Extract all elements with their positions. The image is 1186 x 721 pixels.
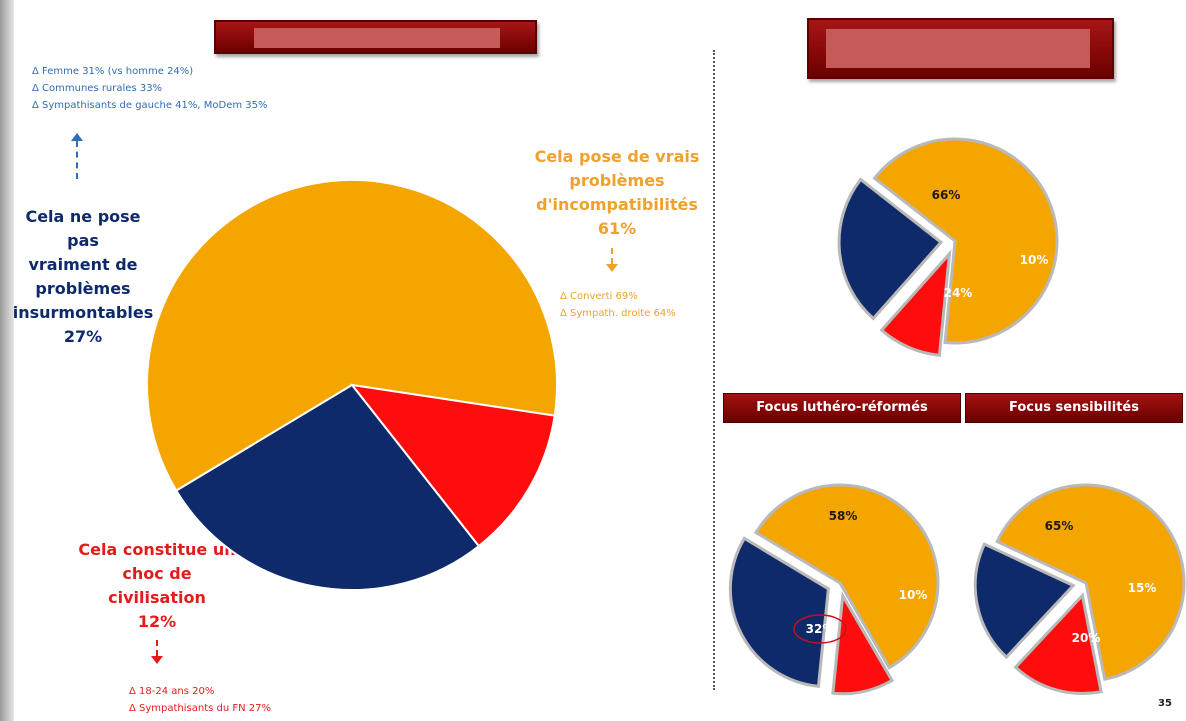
annotation-line: Δ Communes rurales 33%: [32, 83, 163, 94]
dashed-arrow-line: [156, 640, 158, 656]
pie4-value-label: 15%: [1128, 581, 1157, 595]
left-title-banner: [214, 20, 537, 54]
pie3-value-label: 32%: [806, 622, 835, 636]
pie4-value-label: 65%: [1045, 519, 1074, 533]
annotation-orange-segment: Δ Converti 69% Δ Sympath. droite 64%: [560, 291, 676, 319]
annotation-line: Δ Sympathisants de gauche 41%, MoDem 35%: [32, 100, 268, 111]
label-orange-segment: Cela pose de vrais problèmes d'incompati…: [534, 147, 700, 238]
pie1-segment-navy: [174, 383, 481, 591]
pie4-value-label: 20%: [1072, 631, 1101, 645]
page-number: 35: [1158, 698, 1172, 709]
tab-focus-lutheran: Focus luthéro-réformés: [723, 393, 961, 423]
pie3-value-label: 10%: [899, 588, 928, 602]
pie3-segment-orange: [753, 483, 940, 670]
pie1-segment-red: [349, 383, 556, 548]
pie2-segment-orange: [872, 137, 1059, 345]
pie3-segment-red: [831, 590, 895, 696]
pie2-value-label: 10%: [1020, 253, 1049, 267]
dashed-arrow-line: [611, 248, 613, 264]
pie4-segment-red: [1013, 592, 1103, 695]
pie2-segment-red: [879, 249, 952, 357]
pie3-segment-navy: [728, 536, 830, 688]
pie2-value-label: 66%: [932, 188, 961, 202]
arrow-up-icon: [71, 133, 83, 141]
pie3-highlight-circle: [793, 614, 847, 644]
tab-focus-sensibilites: Focus sensibilités: [965, 393, 1183, 423]
label-navy-segment: Cela ne pose pas vraiment de problèmes i…: [12, 207, 154, 346]
right-title-banner: [807, 18, 1114, 79]
pie2-value-label: 24%: [944, 286, 973, 300]
pie1-segment-orange: [146, 179, 558, 492]
arrow-down-icon: [606, 264, 618, 272]
annotation-line: Δ Femme 31% (vs homme 24%): [32, 66, 194, 77]
right-title-redaction: [826, 29, 1090, 68]
pie4-segment-navy: [973, 542, 1076, 660]
arrow-down-icon: [151, 656, 163, 664]
annotation-red-segment: Δ 18-24 ans 20% Δ Sympathisants du FN 27…: [129, 686, 272, 714]
slide-left-edge: [0, 0, 14, 721]
pie3-value-label: 58%: [829, 509, 858, 523]
left-title-redaction: [254, 28, 500, 48]
vertical-divider: [713, 50, 715, 690]
pie2-segment-navy: [837, 177, 944, 321]
pie4-segment-orange: [995, 483, 1186, 681]
label-red-segment: Cela constitue un choc de civilisation 1…: [78, 540, 236, 631]
dashed-arrow-line: [76, 141, 78, 179]
annotation-navy-segment: Δ Femme 31% (vs homme 24%) Δ Communes ru…: [32, 63, 268, 114]
